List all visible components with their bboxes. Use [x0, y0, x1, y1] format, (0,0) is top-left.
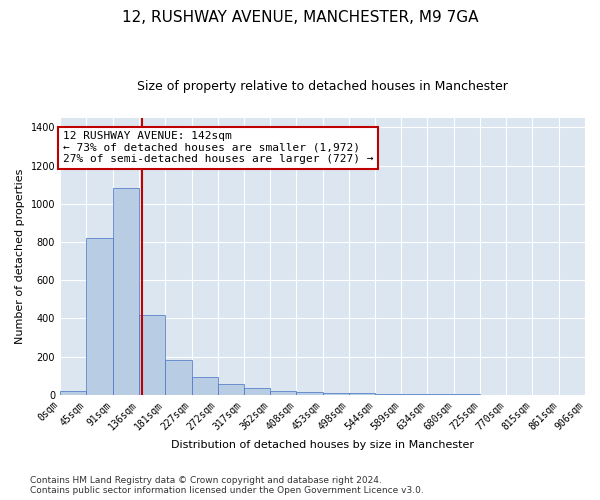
Bar	[296, 392, 323, 395]
Bar	[191, 376, 218, 395]
Bar	[86, 238, 113, 395]
Y-axis label: Number of detached properties: Number of detached properties	[15, 168, 25, 344]
Bar	[218, 384, 244, 395]
Bar	[323, 393, 349, 395]
Bar	[60, 391, 86, 395]
Bar	[244, 388, 270, 395]
Title: Size of property relative to detached houses in Manchester: Size of property relative to detached ho…	[137, 80, 508, 93]
Bar	[270, 391, 296, 395]
Text: Contains HM Land Registry data © Crown copyright and database right 2024.
Contai: Contains HM Land Registry data © Crown c…	[30, 476, 424, 495]
Text: 12, RUSHWAY AVENUE, MANCHESTER, M9 7GA: 12, RUSHWAY AVENUE, MANCHESTER, M9 7GA	[122, 10, 478, 25]
X-axis label: Distribution of detached houses by size in Manchester: Distribution of detached houses by size …	[171, 440, 474, 450]
Text: 12 RUSHWAY AVENUE: 142sqm
← 73% of detached houses are smaller (1,972)
27% of se: 12 RUSHWAY AVENUE: 142sqm ← 73% of detac…	[63, 131, 373, 164]
Bar	[165, 360, 191, 395]
Bar	[375, 394, 401, 395]
Bar	[401, 394, 427, 395]
Bar	[139, 314, 165, 395]
Bar	[113, 188, 139, 395]
Bar	[349, 394, 375, 395]
